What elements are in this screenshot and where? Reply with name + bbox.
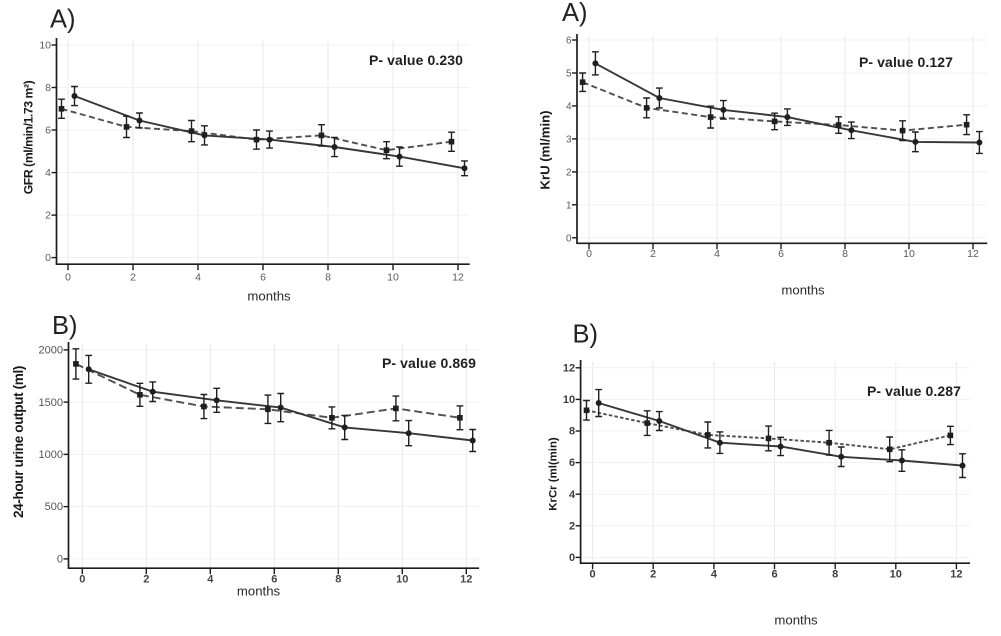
svg-text:2000: 2000: [39, 345, 63, 357]
svg-text:0: 0: [566, 233, 572, 244]
svg-text:KrCr (ml(min): KrCr (ml(min): [548, 437, 560, 511]
svg-text:0: 0: [569, 552, 575, 564]
svg-text:P- value 0.127: P- value 0.127: [859, 54, 953, 70]
svg-text:6: 6: [45, 125, 51, 137]
svg-text:2: 2: [569, 520, 575, 532]
svg-text:500: 500: [45, 501, 63, 513]
svg-text:12: 12: [452, 272, 464, 284]
svg-text:12: 12: [950, 568, 962, 580]
svg-text:1500: 1500: [39, 397, 63, 409]
svg-text:1: 1: [566, 200, 572, 211]
svg-text:2: 2: [650, 568, 656, 580]
svg-text:12: 12: [563, 362, 575, 374]
svg-text:B): B): [573, 321, 599, 349]
svg-text:8: 8: [832, 568, 838, 580]
svg-text:8: 8: [325, 272, 331, 284]
svg-text:GFR (ml/min/1.73 m²): GFR (ml/min/1.73 m²): [22, 80, 36, 194]
svg-text:0: 0: [45, 252, 51, 264]
svg-text:6: 6: [271, 574, 277, 586]
svg-text:3: 3: [566, 135, 572, 146]
svg-text:12: 12: [460, 574, 472, 586]
svg-text:4: 4: [207, 574, 214, 586]
svg-text:6: 6: [260, 272, 266, 284]
svg-text:8: 8: [842, 248, 848, 260]
svg-text:P- value 0.230: P- value 0.230: [369, 52, 463, 68]
svg-text:2: 2: [45, 210, 51, 222]
svg-text:A): A): [50, 6, 76, 34]
svg-text:10: 10: [890, 568, 902, 580]
svg-text:P- value 0.869: P- value 0.869: [382, 355, 476, 371]
svg-text:4: 4: [714, 248, 720, 260]
svg-text:6: 6: [778, 248, 784, 260]
svg-text:0: 0: [79, 574, 85, 586]
svg-text:10: 10: [563, 394, 575, 406]
svg-text:6: 6: [566, 36, 572, 47]
svg-text:P- value 0.287: P- value 0.287: [867, 383, 961, 399]
svg-text:0: 0: [57, 554, 63, 566]
svg-text:B): B): [52, 312, 78, 340]
svg-text:4: 4: [195, 272, 201, 284]
svg-text:4: 4: [569, 489, 576, 501]
svg-text:8: 8: [45, 82, 51, 94]
svg-text:4: 4: [711, 568, 718, 580]
svg-text:A): A): [562, 0, 588, 27]
svg-text:months: months: [781, 283, 825, 298]
svg-text:months: months: [774, 613, 818, 628]
svg-text:12: 12: [967, 248, 979, 260]
svg-text:4: 4: [45, 167, 51, 179]
svg-text:2: 2: [566, 168, 572, 179]
svg-text:0: 0: [65, 272, 71, 284]
svg-text:2: 2: [650, 248, 656, 260]
svg-text:8: 8: [335, 574, 341, 586]
svg-text:5: 5: [566, 69, 572, 80]
svg-text:10: 10: [39, 40, 51, 52]
svg-text:10: 10: [387, 272, 399, 284]
svg-text:4: 4: [566, 102, 572, 113]
svg-text:24-hour urine output (ml): 24-hour urine output (ml): [11, 366, 26, 518]
svg-text:2: 2: [143, 574, 149, 586]
svg-text:KrU (ml/min): KrU (ml/min): [538, 110, 553, 189]
svg-text:6: 6: [569, 457, 575, 469]
svg-text:0: 0: [590, 568, 596, 580]
svg-text:months: months: [247, 289, 291, 304]
svg-text:1000: 1000: [39, 449, 63, 461]
svg-text:6: 6: [771, 568, 777, 580]
svg-text:2: 2: [130, 272, 136, 284]
svg-text:months: months: [237, 584, 281, 599]
svg-text:0: 0: [586, 248, 592, 260]
svg-text:10: 10: [903, 248, 915, 260]
svg-text:8: 8: [569, 426, 575, 438]
svg-text:10: 10: [396, 574, 408, 586]
